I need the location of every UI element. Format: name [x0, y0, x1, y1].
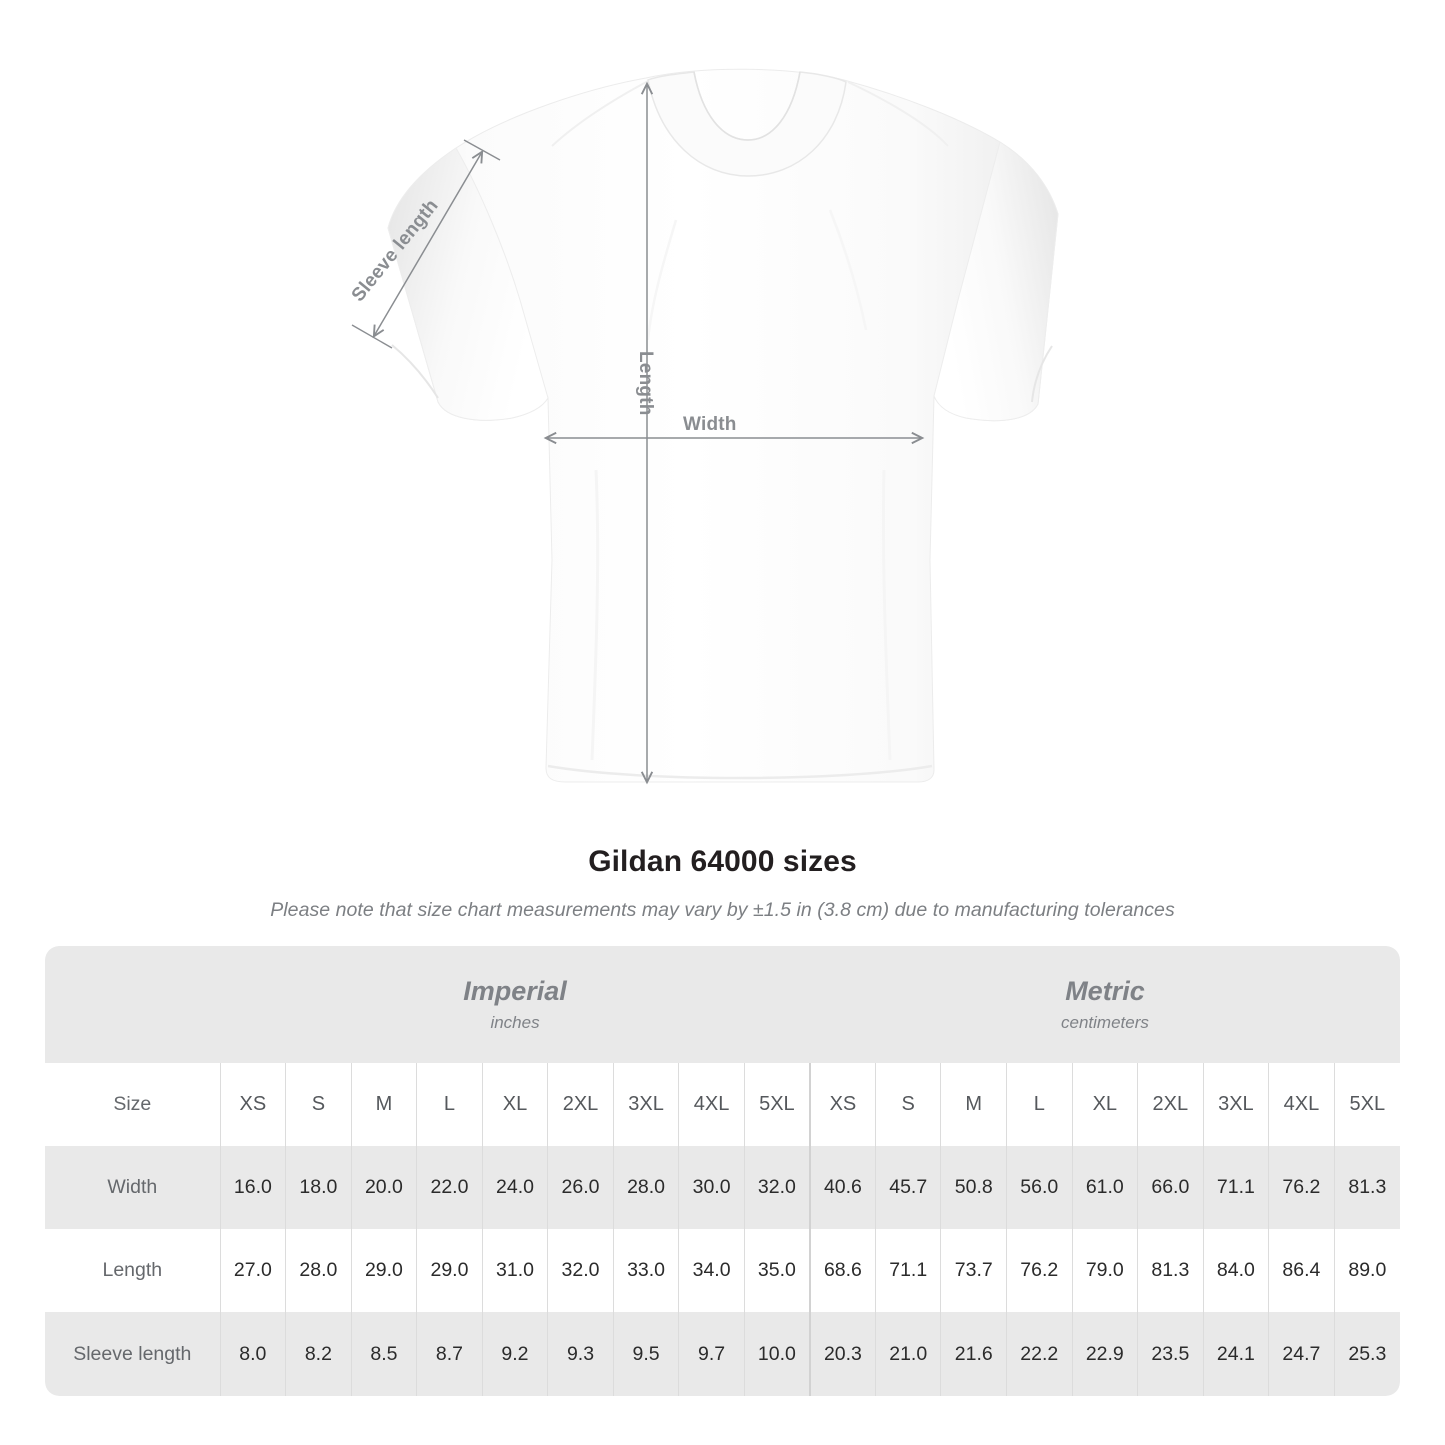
size-header-cell-metric-3xl: 3XL	[1202, 1063, 1269, 1146]
data-cell-metric-xl: 61.0	[1071, 1146, 1138, 1229]
tshirt-diagram: Sleeve length Length Width	[348, 68, 1059, 785]
data-cell-metric-2xl: 66.0	[1137, 1146, 1204, 1229]
size-header-cell-imperial-xs: XS	[219, 1063, 286, 1146]
imperial-sublabel: inches	[490, 1012, 540, 1032]
size-header-cell-imperial-l: L	[416, 1063, 483, 1146]
data-cell-imperial-2xl: 32.0	[547, 1229, 614, 1312]
tshirt-illustration	[351, 68, 1059, 785]
data-cell-imperial-2xl: 26.0	[547, 1146, 614, 1229]
length-label: Length	[635, 351, 656, 416]
data-cell-metric-l: 56.0	[1006, 1146, 1073, 1229]
data-cell-metric-m: 21.6	[940, 1312, 1007, 1396]
data-cell-metric-4xl: 76.2	[1268, 1146, 1335, 1229]
unit-header-row: Imperial inches Metric centimeters	[45, 946, 1400, 1063]
imperial-label: Imperial	[463, 976, 567, 1007]
data-cell-metric-2xl: 23.5	[1137, 1312, 1204, 1396]
data-cell-imperial-3xl: 9.5	[612, 1312, 679, 1396]
data-cell-imperial-xs: 27.0	[219, 1229, 286, 1312]
width-label: Width	[683, 414, 737, 435]
data-cell-metric-4xl: 86.4	[1268, 1229, 1335, 1312]
size-header-cell-imperial-m: M	[350, 1063, 417, 1146]
data-cell-metric-m: 50.8	[940, 1146, 1007, 1229]
data-cell-metric-xl: 79.0	[1071, 1229, 1138, 1312]
data-cell-metric-2xl: 81.3	[1137, 1229, 1204, 1312]
size-header-cell-metric-m: M	[940, 1063, 1007, 1146]
data-cell-metric-s: 71.1	[874, 1229, 941, 1312]
size-chart-table-wrapper: Imperial inches Metric centimeters Size …	[45, 946, 1400, 1396]
unit-header-spacer	[45, 946, 221, 1063]
data-cell-imperial-xl: 31.0	[481, 1229, 548, 1312]
table-row-sleeve-length: Sleeve length 8.0 8.2 8.5 8.7 9.2 9.3 9.5 9.7 10…	[45, 1312, 1400, 1396]
metric-sublabel: centimeters	[1061, 1012, 1149, 1032]
data-cell-metric-m: 73.7	[940, 1229, 1007, 1312]
unit-group-imperial: Imperial inches	[220, 946, 810, 1063]
data-cell-metric-xs: 20.3	[808, 1312, 876, 1396]
size-header-cell-metric-l: L	[1006, 1063, 1073, 1146]
data-cell-imperial-2xl: 9.3	[547, 1312, 614, 1396]
size-header-cell-metric-4xl: 4XL	[1268, 1063, 1335, 1146]
data-cell-imperial-m: 8.5	[350, 1312, 417, 1396]
data-cell-metric-xs: 40.6	[808, 1146, 876, 1229]
data-cell-imperial-3xl: 33.0	[612, 1229, 679, 1312]
size-header-cell-metric-s: S	[874, 1063, 941, 1146]
data-cell-imperial-5xl: 10.0	[743, 1312, 810, 1396]
data-cell-imperial-l: 22.0	[416, 1146, 483, 1229]
data-cell-imperial-xl: 24.0	[481, 1146, 548, 1229]
data-cell-imperial-xs: 8.0	[219, 1312, 286, 1396]
size-header-cell-imperial-xl: XL	[481, 1063, 548, 1146]
table-row-size-header: Size XS S M L XL 2XL 3XL 4XL 5XL XS S M L XL 2XL 3XL 4XL…	[45, 1063, 1400, 1146]
sleeve-measure-arrow	[351, 139, 501, 349]
tolerance-note: Please note that size chart measurements…	[270, 899, 1175, 921]
data-cell-imperial-5xl: 32.0	[743, 1146, 810, 1229]
data-cell-imperial-l: 29.0	[416, 1229, 483, 1312]
data-cell-metric-3xl: 84.0	[1202, 1229, 1269, 1312]
data-cell-imperial-4xl: 34.0	[678, 1229, 745, 1312]
data-cell-imperial-s: 8.2	[285, 1312, 352, 1396]
data-cell-metric-5xl: 25.3	[1333, 1312, 1400, 1396]
data-cell-metric-l: 76.2	[1006, 1229, 1073, 1312]
data-cell-metric-4xl: 24.7	[1268, 1312, 1335, 1396]
table-row-length: Length 27.0 28.0 29.0 29.0 31.0 32.0 33.0 34.0 3…	[45, 1229, 1400, 1312]
row-label-length: Length	[45, 1229, 221, 1312]
data-cell-imperial-5xl: 35.0	[743, 1229, 810, 1312]
data-cell-imperial-4xl: 30.0	[678, 1146, 745, 1229]
metric-label: Metric	[1065, 976, 1145, 1007]
data-cell-metric-s: 45.7	[874, 1146, 941, 1229]
unit-group-metric: Metric centimeters	[809, 946, 1400, 1063]
size-header-cell-imperial-3xl: 3XL	[612, 1063, 679, 1146]
data-cell-imperial-4xl: 9.7	[678, 1312, 745, 1396]
size-header-cell-metric-xs: XS	[808, 1063, 876, 1146]
data-cell-metric-5xl: 89.0	[1333, 1229, 1400, 1312]
size-chart-table: Imperial inches Metric centimeters Size …	[45, 946, 1400, 1396]
chart-heading: Gildan 64000 sizes Please note that size…	[0, 845, 1445, 922]
size-header-cell-metric-5xl: 5XL	[1333, 1063, 1400, 1146]
data-cell-imperial-m: 20.0	[350, 1146, 417, 1229]
page-title: Gildan 64000 sizes	[588, 845, 857, 878]
data-cell-imperial-xs: 16.0	[219, 1146, 286, 1229]
data-cell-metric-s: 21.0	[874, 1312, 941, 1396]
row-label-width: Width	[45, 1146, 221, 1229]
row-label-sleeve-length: Sleeve length	[45, 1312, 221, 1396]
data-cell-imperial-3xl: 28.0	[612, 1146, 679, 1229]
data-cell-imperial-s: 28.0	[285, 1229, 352, 1312]
data-cell-metric-5xl: 81.3	[1333, 1146, 1400, 1229]
size-header-cell-imperial-s: S	[285, 1063, 352, 1146]
data-cell-imperial-s: 18.0	[285, 1146, 352, 1229]
data-cell-metric-xl: 22.9	[1071, 1312, 1138, 1396]
data-cell-metric-3xl: 24.1	[1202, 1312, 1269, 1396]
data-cell-imperial-m: 29.0	[350, 1229, 417, 1312]
size-header-cell-imperial-5xl: 5XL	[743, 1063, 810, 1146]
data-cell-imperial-xl: 9.2	[481, 1312, 548, 1396]
size-header-cell-imperial-2xl: 2XL	[547, 1063, 614, 1146]
size-header-cell-imperial-4xl: 4XL	[678, 1063, 745, 1146]
data-cell-metric-xs: 68.6	[808, 1229, 876, 1312]
data-cell-imperial-l: 8.7	[416, 1312, 483, 1396]
size-header-cell-metric-xl: XL	[1071, 1063, 1138, 1146]
table-row-width: Width 16.0 18.0 20.0 22.0 24.0 26.0 28.0 30.0 32…	[45, 1146, 1400, 1229]
size-header-cell-metric-2xl: 2XL	[1137, 1063, 1204, 1146]
data-cell-metric-l: 22.2	[1006, 1312, 1073, 1396]
data-cell-metric-3xl: 71.1	[1202, 1146, 1269, 1229]
row-label-size: Size	[45, 1063, 221, 1146]
